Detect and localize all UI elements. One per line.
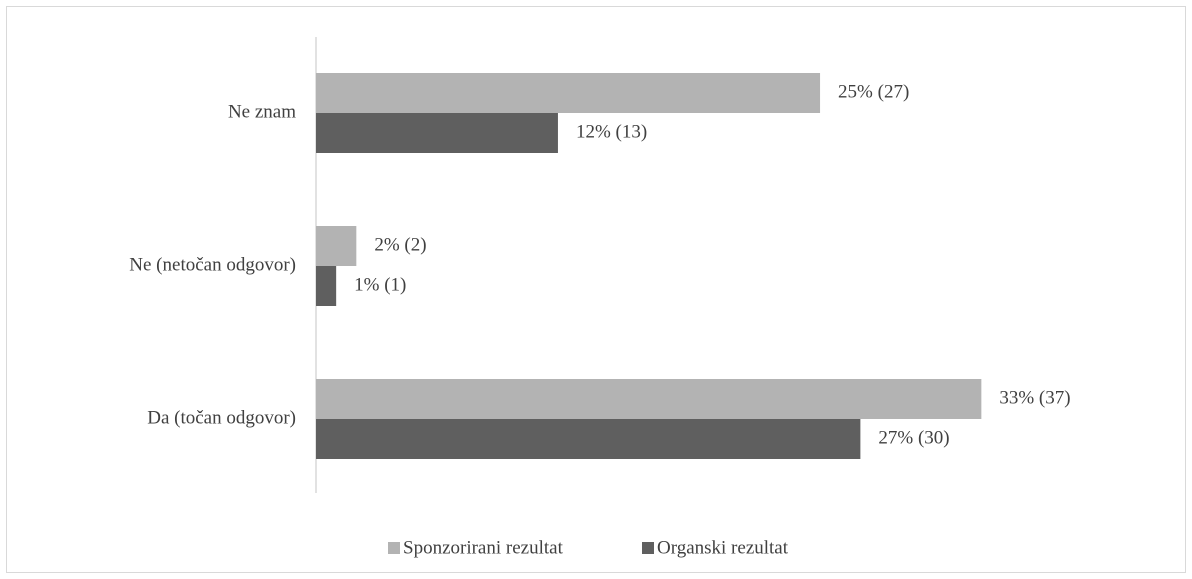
category-label: Ne (netočan odgovor) [129,254,296,275]
data-label: 25% (27) [838,81,909,102]
legend-label: Sponzorirani rezultat [403,537,564,558]
bar-sponsored [316,379,982,419]
data-label: 2% (2) [374,234,426,255]
data-label: 12% (13) [576,121,647,142]
data-label: 27% (30) [878,427,949,448]
legend-label: Organski rezultat [657,537,789,558]
data-label: 33% (37) [999,387,1070,408]
bar-sponsored [316,226,357,266]
bar-sponsored [316,73,821,113]
category-label: Ne znam [228,101,296,122]
data-label: 1% (1) [354,274,406,295]
bar-organic [316,419,861,459]
category-label: Da (točan odgovor) [147,407,296,428]
legend-swatch [388,542,400,554]
legend-swatch [642,542,654,554]
bar-organic [316,266,337,306]
legend: Sponzorirani rezultat Organski rezultat [388,537,789,558]
bar-organic [316,113,558,153]
